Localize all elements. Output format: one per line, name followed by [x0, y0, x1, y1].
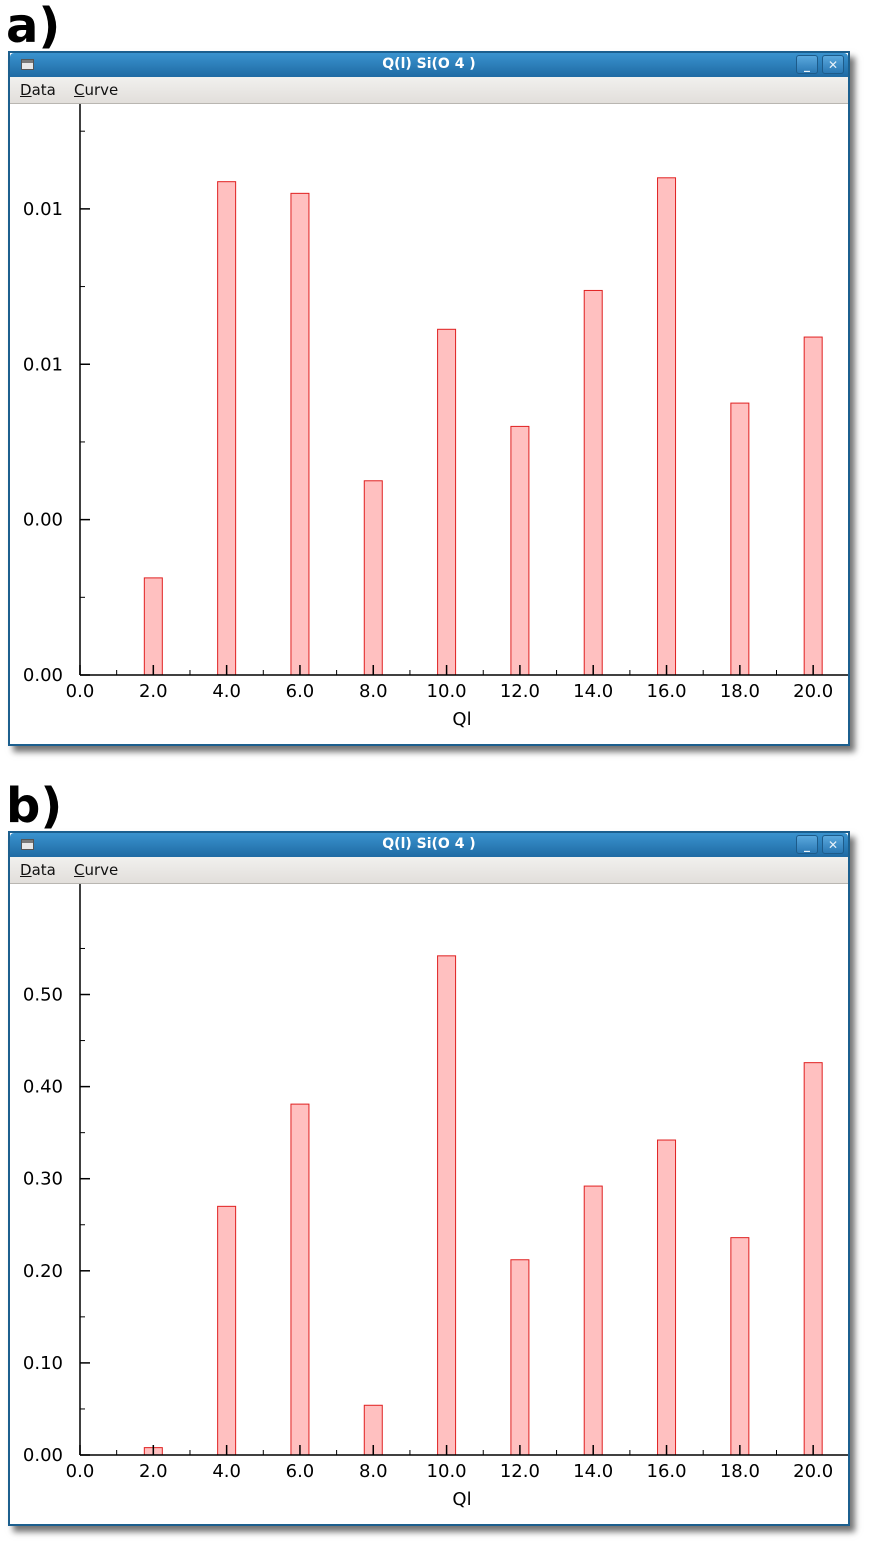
window-title: Q(l) Si(O 4 )	[382, 56, 476, 72]
menubar: Data Curve	[10, 77, 848, 104]
bar	[803, 1062, 823, 1456]
menu-curve-label: urve	[84, 861, 119, 879]
bar	[730, 402, 750, 676]
x-tick-label: 18.0	[720, 681, 760, 702]
y-tick-label: 0.40	[23, 1077, 63, 1098]
bar	[290, 1103, 310, 1456]
x-tick-label: 14.0	[573, 1461, 613, 1482]
bar	[217, 181, 237, 676]
menu-data-label: ata	[31, 861, 56, 879]
bar-chart-b: 0.0 2.0 4.0 6.0 8.0 10.0 12.0 14.0 16.0 18.0 20.0 0…	[23, 884, 848, 1510]
menu-data-mnemonic: D	[20, 81, 32, 99]
x-tick-label: 20.0	[793, 681, 833, 702]
x-tick-label: 12.0	[500, 681, 540, 702]
menu-curve[interactable]: Curve	[74, 81, 118, 99]
bar	[657, 177, 677, 676]
menu-data-label: ata	[31, 81, 56, 99]
x-tick-label: 18.0	[720, 1461, 760, 1482]
menubar: Data Curve	[10, 857, 848, 884]
x-tick-label: 8.0	[359, 681, 388, 702]
x-tick-label: 6.0	[286, 1461, 315, 1482]
bar	[730, 1237, 750, 1456]
menu-data[interactable]: Data	[20, 861, 56, 879]
window-title: Q(l) Si(O 4 )	[382, 836, 476, 852]
x-tick-label: 16.0	[647, 1461, 687, 1482]
x-tick-label: 6.0	[286, 681, 315, 702]
y-tick-label: 0.01	[23, 199, 63, 220]
plot-area: 0.0 2.0 4.0 6.0 8.0 10.0 12.0 14.0 16.0 18.0 20.0 0…	[10, 104, 848, 745]
x-tick-label: 10.0	[427, 681, 467, 702]
y-tick-label: 0.30	[23, 1169, 63, 1190]
y-tick-label: 0.20	[23, 1261, 63, 1282]
window-titlebar[interactable]: Q(l) Si(O 4 ) _ ✕	[10, 833, 848, 857]
bar	[363, 480, 383, 676]
menu-curve-mnemonic: C	[74, 81, 85, 99]
minimize-icon[interactable]: _	[796, 55, 818, 74]
x-tick-label: 4.0	[212, 681, 241, 702]
y-tick-label: 0.01	[23, 354, 63, 375]
x-tick-label: 12.0	[500, 1461, 540, 1482]
menu-data[interactable]: Data	[20, 81, 56, 99]
panel-label-b: b)	[6, 778, 63, 834]
menu-curve-label: urve	[84, 81, 119, 99]
x-tick-label: 2.0	[139, 681, 168, 702]
plot-area: 0.0 2.0 4.0 6.0 8.0 10.0 12.0 14.0 16.0 18.0 20.0 0…	[10, 884, 848, 1525]
y-tick-label: 0.00	[23, 510, 63, 531]
bar	[803, 336, 823, 676]
x-tick-label: 14.0	[573, 681, 613, 702]
minimize-icon[interactable]: _	[796, 835, 818, 854]
x-tick-label: 0.0	[66, 681, 95, 702]
x-tick-label: 16.0	[647, 681, 687, 702]
window-menu-icon[interactable]	[21, 839, 34, 850]
x-tick-label: 8.0	[359, 1461, 388, 1482]
x-tick-label: 20.0	[793, 1461, 833, 1482]
x-tick-label: 4.0	[212, 1461, 241, 1482]
bar	[437, 955, 457, 1456]
menu-data-mnemonic: D	[20, 861, 32, 879]
y-tick-label: 0.00	[23, 665, 63, 686]
x-tick-label: 10.0	[427, 1461, 467, 1482]
menu-curve[interactable]: Curve	[74, 861, 118, 879]
bar	[657, 1139, 677, 1456]
bar	[290, 192, 310, 676]
y-tick-label: 0.00	[23, 1445, 63, 1466]
close-icon[interactable]: ✕	[822, 835, 844, 854]
bar	[510, 1259, 530, 1456]
x-axis-label: Ql	[452, 1489, 471, 1510]
bar	[583, 1185, 603, 1456]
bar-chart-a: 0.0 2.0 4.0 6.0 8.0 10.0 12.0 14.0 16.0 18.0 20.0 0…	[23, 104, 848, 730]
y-tick-label: 0.50	[23, 985, 63, 1006]
x-tick-label: 0.0	[66, 1461, 95, 1482]
x-axis-label: Ql	[452, 709, 471, 730]
x-tick-label: 2.0	[139, 1461, 168, 1482]
bar	[143, 577, 163, 676]
bar	[217, 1205, 237, 1456]
y-tick-label: 0.10	[23, 1353, 63, 1374]
window-titlebar[interactable]: Q(l) Si(O 4 ) _ ✕	[10, 53, 848, 77]
window-menu-icon[interactable]	[21, 59, 34, 70]
menu-curve-mnemonic: C	[74, 861, 85, 879]
close-icon[interactable]: ✕	[822, 55, 844, 74]
bar	[510, 425, 530, 676]
bar	[437, 328, 457, 676]
panel-label-a: a)	[6, 0, 61, 54]
bar	[583, 289, 603, 676]
plot-window-b: Q(l) Si(O 4 ) _ ✕ Data Curve 0.0 2.0 4.0 6.…	[8, 831, 850, 1526]
plot-window-a: Q(l) Si(O 4 ) _ ✕ Data Curve 0.0 2.0 4.0 6.…	[8, 51, 850, 746]
